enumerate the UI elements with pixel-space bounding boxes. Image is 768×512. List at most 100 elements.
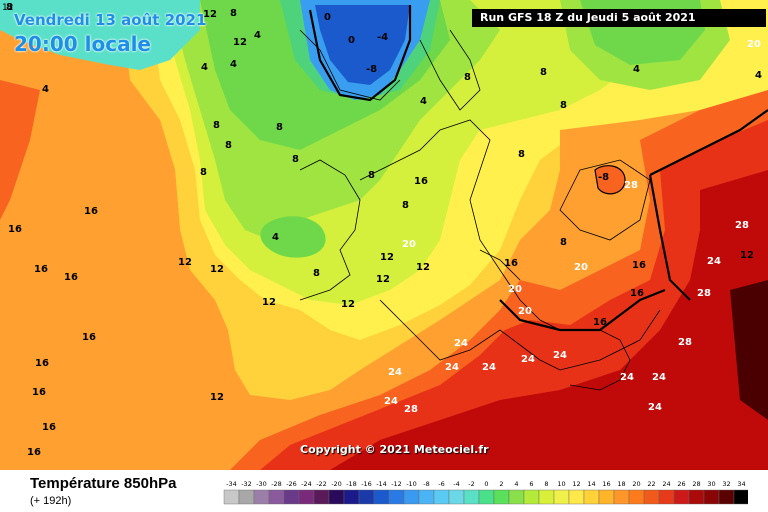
legend-title: Température 850hPa xyxy=(30,475,177,492)
temperature-label: 12 xyxy=(416,262,430,273)
temperature-label: 8 xyxy=(368,170,375,181)
temperature-label: 16 xyxy=(593,317,607,328)
temperature-label: 16 xyxy=(34,264,48,275)
temperature-label: 24 xyxy=(648,402,662,413)
scale-swatch xyxy=(358,489,375,505)
temperature-label: 16 xyxy=(64,272,78,283)
temperature-label: 12 xyxy=(233,37,247,48)
scale-swatch xyxy=(493,489,510,505)
temperature-label: 8 xyxy=(560,100,567,111)
scale-tick: -12 xyxy=(391,480,402,488)
scale-tick: 18 xyxy=(617,480,625,488)
scale-swatch xyxy=(418,489,435,505)
temperature-label: 12 xyxy=(210,264,224,275)
scale-swatch xyxy=(478,489,495,505)
scale-swatch xyxy=(508,489,525,505)
scale-swatch xyxy=(688,489,705,505)
scale-swatch xyxy=(538,489,555,505)
temperature-label: 12 xyxy=(178,257,192,268)
temperature-label: 8 xyxy=(213,120,220,131)
scale-tick: -4 xyxy=(453,480,459,488)
scale-tick: -22 xyxy=(316,480,327,488)
temperature-label: 4 xyxy=(755,70,762,81)
temperature-label: 20 xyxy=(402,239,416,250)
scale-swatch xyxy=(343,489,360,505)
scale-tick: -26 xyxy=(286,480,297,488)
scale-tick: 6 xyxy=(529,480,533,488)
scale-swatch xyxy=(223,489,240,505)
scale-swatch xyxy=(313,489,330,505)
field-16-west xyxy=(0,60,230,470)
temperature-label: 8 xyxy=(518,149,525,160)
scale-tick: 22 xyxy=(647,480,655,488)
legend-subtitle: (+ 192h) xyxy=(30,495,72,507)
scale-swatch xyxy=(388,489,405,505)
field-0 xyxy=(0,0,200,70)
temperature-label: 16 xyxy=(84,206,98,217)
coastlines xyxy=(299,29,661,391)
temperature-label: 20 xyxy=(508,284,522,295)
scale-tick: 26 xyxy=(677,480,685,488)
scale-swatch xyxy=(283,489,300,505)
temperature-label: 24 xyxy=(384,396,398,407)
scale-tick: -24 xyxy=(301,480,312,488)
scale-swatch xyxy=(718,489,735,505)
temperature-label: 8 xyxy=(540,67,547,78)
scale-tick: 32 xyxy=(722,480,730,488)
scale-swatch xyxy=(373,489,390,505)
temperature-label: 4 xyxy=(230,59,237,70)
scale-tick: 28 xyxy=(692,480,700,488)
scale-swatch xyxy=(583,489,600,505)
temperature-label: 16 xyxy=(504,258,518,269)
temperature-label: 8 xyxy=(402,200,409,211)
temperature-label: 8 xyxy=(276,122,283,133)
temperature-label: 12 xyxy=(380,252,394,263)
temperature-label: 24 xyxy=(482,362,496,373)
temperature-label: 8 xyxy=(313,268,320,279)
scale-swatch xyxy=(328,489,345,505)
scale-tick: 30 xyxy=(707,480,715,488)
temperature-label: 8 xyxy=(200,167,207,178)
temperature-label: 24 xyxy=(553,350,567,361)
scale-tick: -28 xyxy=(271,480,282,488)
temperature-label: 4 xyxy=(201,62,208,73)
temperature-label: 8 xyxy=(560,237,567,248)
temperature-label: 20 xyxy=(747,39,761,50)
scale-tick: 34 xyxy=(737,480,745,488)
scale-swatch xyxy=(628,489,645,505)
temperature-label: 16 xyxy=(27,447,41,458)
scale-tick: 2 xyxy=(499,480,503,488)
temperature-label: 0 xyxy=(348,35,355,46)
scale-swatch xyxy=(268,489,285,505)
field-4-blob xyxy=(260,216,326,258)
valid-time: 20:00 locale xyxy=(14,32,151,56)
temperature-label: 8 xyxy=(464,72,471,83)
field-32 xyxy=(730,280,768,420)
scale-tick: 4 xyxy=(514,480,518,488)
scale-swatch xyxy=(448,489,465,505)
scale-swatch xyxy=(403,489,420,505)
isotherms xyxy=(308,5,768,332)
scale-swatch xyxy=(463,489,480,505)
temperature-label: 8 xyxy=(292,154,299,165)
temperature-label: -8 xyxy=(366,64,377,75)
scale-tick: -16 xyxy=(361,480,372,488)
temperature-label: 24 xyxy=(454,338,468,349)
scale-tick: 10 xyxy=(557,480,565,488)
temperature-label: 28 xyxy=(735,220,749,231)
temperature-label: 4 xyxy=(42,84,49,95)
scale-swatch xyxy=(658,489,675,505)
scale-tick: -18 xyxy=(346,480,357,488)
hotspot-ring xyxy=(594,165,626,195)
temperature-label: 16 xyxy=(414,176,428,187)
temperature-label: 16 xyxy=(630,288,644,299)
scale-swatch xyxy=(253,489,270,505)
temperature-label: 4 xyxy=(254,30,261,41)
temperature-label: 12 xyxy=(262,297,276,308)
temperature-label: 16 xyxy=(42,422,56,433)
scale-tick: 16 xyxy=(602,480,610,488)
temperature-label: 28 xyxy=(697,288,711,299)
scale-swatch xyxy=(433,489,450,505)
